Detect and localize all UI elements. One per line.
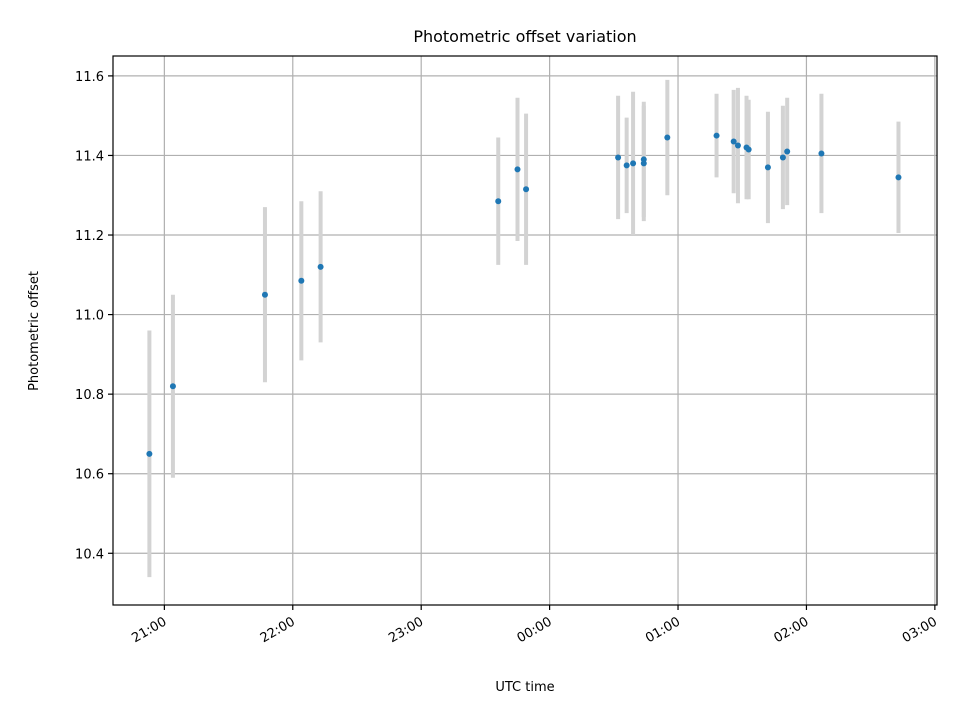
y-tick-label: 11.2 (75, 229, 104, 244)
data-point (784, 148, 791, 155)
data-point (298, 277, 305, 284)
data-point (146, 450, 153, 457)
data-point (630, 160, 637, 167)
y-tick-label: 10.8 (75, 388, 104, 403)
data-point (730, 138, 737, 145)
data-point (895, 174, 902, 181)
data-point (779, 154, 786, 161)
data-point (640, 160, 647, 167)
x-axis-label: UTC time (495, 680, 554, 695)
data-point (495, 198, 502, 205)
data-point (764, 164, 771, 171)
data-point (615, 154, 622, 161)
data-point (523, 186, 530, 193)
chart-title: Photometric offset variation (413, 27, 636, 46)
data-point (818, 150, 825, 157)
data-point (623, 162, 630, 169)
y-tick-label: 11.0 (75, 309, 104, 324)
y-tick-label: 10.4 (75, 547, 104, 562)
plot-frame (112, 55, 938, 606)
data-point (514, 166, 521, 173)
data-point (745, 146, 752, 153)
data-points (146, 132, 902, 457)
y-axis-label: Photometric offset (27, 271, 42, 391)
data-point (664, 134, 671, 141)
data-point (261, 291, 268, 298)
y-tick-label: 11.4 (75, 149, 104, 164)
y-axis: 10.4 10.6 10.8 11.0 11.2 11.4 11.6 (75, 70, 113, 562)
y-tick-label: 11.6 (75, 70, 104, 85)
data-point (713, 132, 720, 139)
data-point (317, 263, 324, 270)
y-tick-label: 10.6 (75, 468, 104, 483)
data-point (169, 383, 176, 390)
data-point (734, 142, 741, 149)
